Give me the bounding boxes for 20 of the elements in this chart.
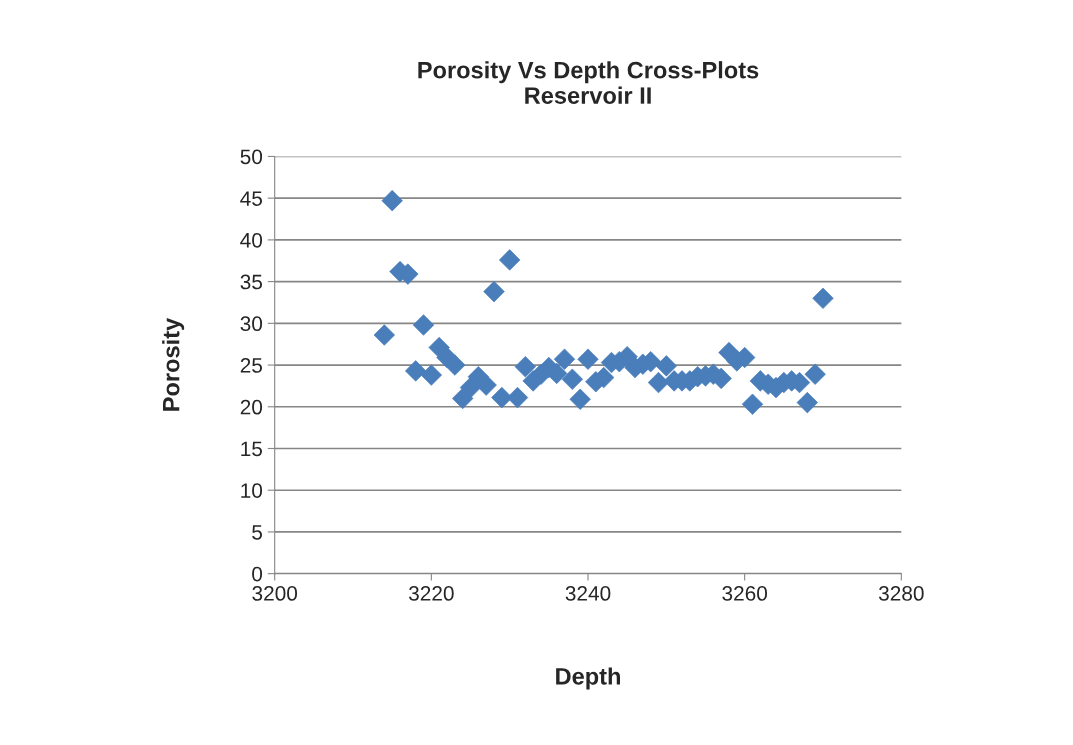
x-tick-label: 3240 (565, 586, 611, 601)
y-tick-label: 35 (240, 274, 263, 290)
y-tick-label: 10 (241, 483, 263, 498)
y-tick-label: 20 (240, 399, 263, 415)
y-tick-label: 25 (240, 358, 263, 373)
y-tick-label: 40 (240, 232, 263, 248)
x-tick-label: 3200 (252, 586, 298, 601)
x-tick-label: 3260 (722, 586, 768, 601)
x-axis-title: Depth (556, 667, 620, 690)
y-axis-title: Porosity (162, 317, 185, 411)
y-tick-label: 50 (240, 149, 263, 165)
y-tick-label: 45 (240, 191, 263, 206)
y-tick-label: 5 (252, 525, 263, 540)
y-tick-label: 15 (241, 441, 263, 457)
point (741, 393, 764, 415)
y-tick-label: 0 (252, 566, 263, 582)
x-tick-label: 3220 (408, 586, 454, 601)
y-tick-label: 30 (240, 316, 263, 332)
x-tick-label: 3280 (878, 586, 924, 601)
chart-title: Porosity Vs Depth Cross-Plots Reservoir II (418, 61, 759, 104)
